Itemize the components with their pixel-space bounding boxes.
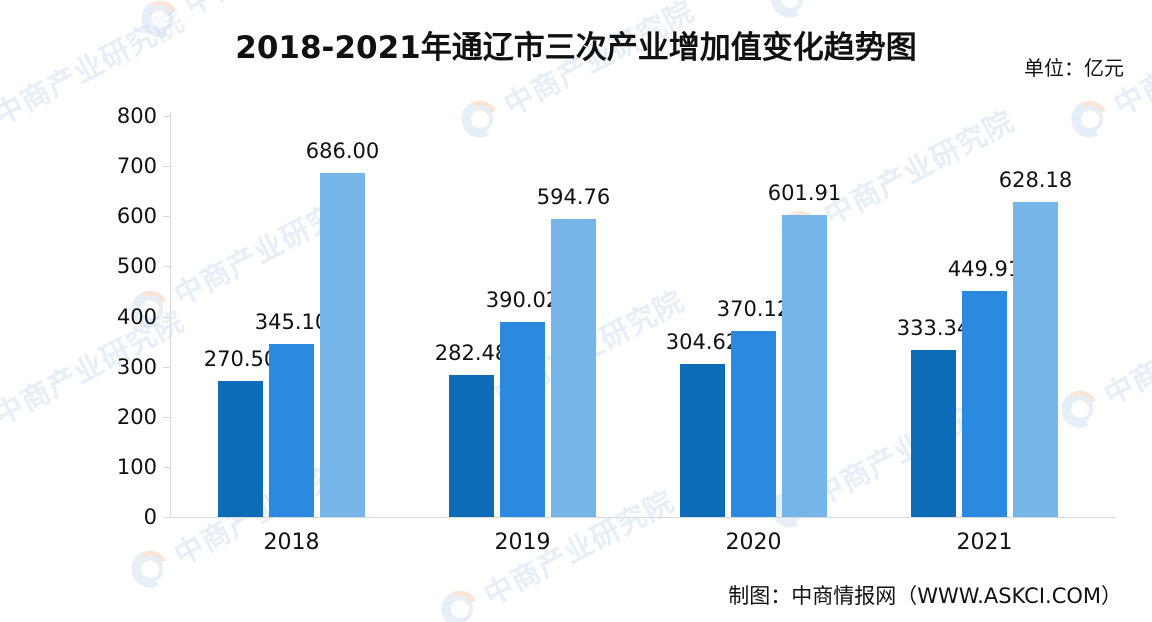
bar (269, 344, 314, 517)
chart-title: 2018-2021年通辽市三次产业增加值变化趋势图 (235, 30, 917, 66)
bar-value-label: 345.10 (254, 310, 329, 335)
bar-value-label: 594.76 (536, 184, 611, 209)
y-tick-label: 0 (143, 505, 157, 529)
y-tick-label: 100 (116, 454, 157, 479)
bar (911, 349, 956, 517)
y-tick-mark (163, 116, 170, 117)
bar (500, 321, 545, 517)
bar (731, 331, 776, 517)
bar-value-label: 390.02 (485, 287, 560, 312)
y-tick-label: 300 (116, 354, 157, 379)
bar (680, 364, 725, 517)
bar-value-label: 601.91 (767, 181, 842, 206)
bar-value-label: 270.50 (203, 347, 278, 372)
y-tick-mark (163, 366, 170, 368)
unit-label: 单位：亿元 (1024, 56, 1124, 80)
y-tick-label: 200 (116, 404, 157, 429)
y-tick-mark (163, 166, 170, 168)
source-attribution: 制图：中商情报网（WWW.ASKCI.COM） (728, 584, 1122, 608)
y-tick-mark (163, 517, 170, 518)
y-tick-label: 700 (116, 154, 157, 179)
bar (962, 291, 1007, 517)
bar (449, 375, 494, 517)
y-axis-line (170, 112, 171, 518)
y-tick-label: 800 (116, 104, 157, 128)
y-tick-mark (163, 316, 170, 318)
bar (218, 381, 263, 517)
y-tick-label: 400 (116, 304, 157, 329)
y-tick-label: 600 (116, 204, 157, 229)
x-tick-label: 2020 (725, 530, 782, 555)
bar (320, 173, 365, 517)
bar (782, 215, 827, 517)
x-tick-label: 2021 (956, 530, 1013, 555)
bar-value-label: 628.18 (998, 168, 1073, 193)
x-tick-label: 2019 (494, 530, 551, 555)
bar-value-label: 333.34 (896, 315, 971, 340)
y-tick-label: 500 (116, 254, 157, 279)
bar-value-label: 686.00 (305, 139, 380, 164)
bar-value-label: 304.62 (665, 330, 740, 355)
y-tick-mark (163, 416, 170, 418)
bar (551, 218, 596, 517)
bar-value-label: 449.91 (947, 257, 1022, 282)
bar-value-label: 370.12 (716, 297, 791, 322)
y-tick-mark (163, 216, 170, 218)
y-tick-mark (163, 466, 170, 468)
y-tick-mark (163, 266, 170, 268)
bar-value-label: 282.48 (434, 341, 509, 366)
x-axis-line (170, 517, 1115, 518)
bar (1013, 202, 1058, 517)
x-tick-label: 2018 (263, 530, 320, 555)
